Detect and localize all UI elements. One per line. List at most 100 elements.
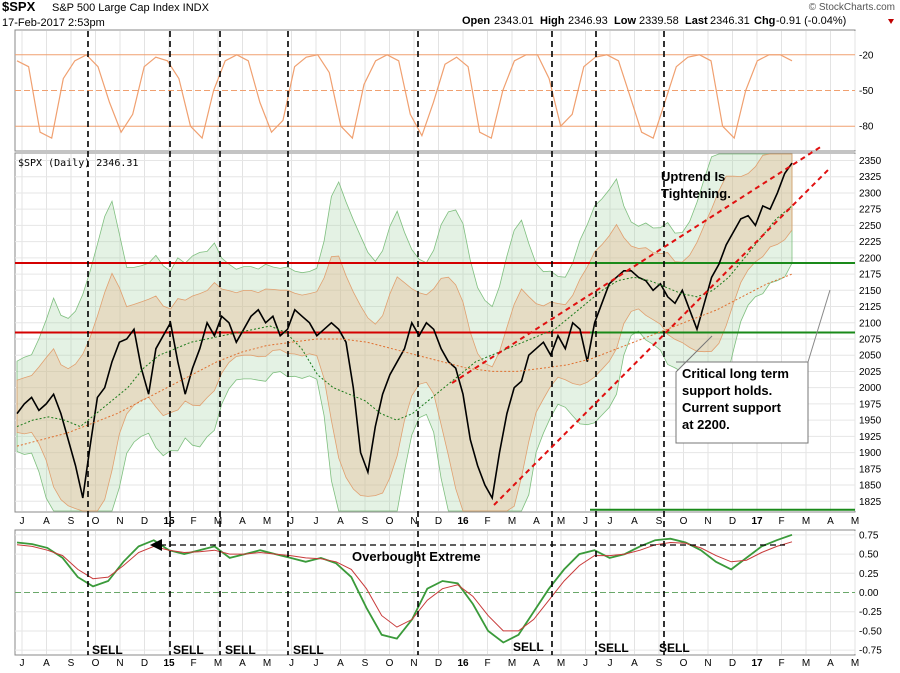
high-label: High	[540, 15, 565, 27]
callout-pointer	[807, 289, 831, 363]
bottom-y-tick-label: -0.50	[859, 626, 882, 637]
callout-box	[675, 335, 809, 444]
x-tick-label: F	[190, 658, 196, 669]
x-tick-label: J	[314, 658, 319, 669]
moving-average-long	[16, 273, 793, 447]
oscillator-line	[16, 54, 793, 140]
chart-header: $SPX S&P 500 Large Cap Index INDX 17-Feb…	[2, 0, 895, 29]
chg-label: Chg	[754, 15, 775, 27]
price-y-tick-label: 2150	[859, 286, 882, 297]
sell-signal-lines	[87, 31, 665, 655]
axis-labels: 1825 1850 1875 1900 1925 1950 1975 2000 2025 2050…	[20, 50, 883, 669]
price-y-tick-label: 2075	[859, 334, 882, 345]
price-line	[16, 162, 793, 501]
x-tick-label: A	[631, 658, 638, 669]
last-label: Last	[685, 15, 708, 27]
x-tick-label: S	[362, 658, 369, 669]
trendlines	[451, 145, 829, 506]
price-y-tick-label: 1900	[859, 448, 882, 459]
overbought-arrow	[150, 539, 785, 551]
x-tick-label: D	[435, 658, 442, 669]
x-tick-label: M	[851, 516, 859, 527]
price-y-tick-label: 1950	[859, 416, 882, 427]
horizontal-lines	[15, 262, 855, 511]
x-tick-label: N	[410, 516, 417, 527]
price-y-tick-label: 2125	[859, 302, 882, 313]
price-y-tick-label: 2175	[859, 270, 882, 281]
price-y-tick-label: 2250	[859, 221, 882, 232]
x-tick-label: 16	[457, 658, 469, 669]
x-tick-label: M	[263, 516, 271, 527]
x-tick-label: J	[289, 516, 294, 527]
oscillator-y-tick-label: -80	[859, 122, 874, 133]
x-tick-label: M	[214, 658, 222, 669]
high-value: 2346.93	[568, 15, 608, 27]
x-tick-label: S	[68, 658, 75, 669]
x-tick-label: S	[362, 516, 369, 527]
x-tick-label: O	[92, 658, 100, 669]
x-tick-label: N	[704, 516, 711, 527]
x-tick-label: J	[583, 516, 588, 527]
sell-label: SELL	[293, 643, 324, 657]
oscillator-slow-line	[16, 541, 793, 632]
x-tick-label: O	[386, 658, 394, 669]
x-tick-label: N	[116, 658, 123, 669]
x-tick-label: M	[508, 658, 516, 669]
x-tick-label: A	[533, 658, 540, 669]
chart-date: 17-Feb-2017 2:53pm	[2, 17, 105, 29]
annotation-support-3: Current support	[682, 400, 782, 415]
x-tick-label: O	[386, 516, 394, 527]
chg-value: -0.91 (-0.04%)	[776, 15, 846, 27]
bottom-y-tick-label: 0.00	[859, 588, 879, 599]
annotation-overbought: Overbought Extreme	[352, 549, 481, 564]
lower-trendline	[493, 169, 829, 506]
x-tick-label: A	[827, 516, 834, 527]
x-tick-label: M	[557, 658, 565, 669]
x-tick-label: D	[435, 516, 442, 527]
x-tick-label: A	[337, 516, 344, 527]
price-y-tick-label: 2300	[859, 188, 882, 199]
x-tick-label: D	[729, 658, 736, 669]
annotation-support-4: at 2200.	[682, 417, 730, 432]
x-tick-label: J	[314, 516, 319, 527]
x-tick-label: J	[20, 516, 25, 527]
x-tick-label: A	[631, 516, 638, 527]
annotation-support-1: Critical long term	[682, 366, 789, 381]
series-layer	[16, 54, 793, 644]
x-tick-label: O	[680, 516, 688, 527]
oscillator-y-tick-label: -20	[859, 50, 874, 61]
price-y-tick-label: 2200	[859, 253, 882, 264]
price-y-tick-label: 2275	[859, 205, 882, 216]
sell-label: SELL	[513, 640, 544, 654]
x-tick-label: N	[704, 658, 711, 669]
x-tick-label: F	[778, 658, 784, 669]
x-tick-label: S	[68, 516, 75, 527]
bottom-y-tick-label: -0.75	[859, 646, 882, 657]
x-tick-label: A	[43, 658, 50, 669]
x-tick-label: M	[263, 658, 271, 669]
sell-label: SELL	[225, 643, 256, 657]
x-tick-label: A	[43, 516, 50, 527]
x-tick-label: N	[116, 516, 123, 527]
price-y-tick-label: 2350	[859, 156, 882, 167]
x-tick-label: M	[557, 516, 565, 527]
x-tick-label: A	[239, 516, 246, 527]
down-arrow-icon	[888, 19, 894, 24]
sell-label: SELL	[659, 641, 690, 655]
bottom-y-tick-label: 0.75	[859, 530, 879, 541]
x-tick-label: M	[802, 658, 810, 669]
x-tick-label: J	[608, 516, 613, 527]
last-value: 2346.31	[710, 15, 750, 27]
price-y-tick-label: 2050	[859, 351, 882, 362]
x-tick-label: O	[92, 516, 100, 527]
bottom-y-tick-label: -0.25	[859, 607, 882, 618]
support-callout: Critical long term support holds. Curren…	[675, 289, 831, 444]
sell-label: SELL	[598, 641, 629, 655]
x-tick-label: J	[289, 658, 294, 669]
x-tick-label: D	[141, 658, 148, 669]
x-tick-label: 15	[163, 516, 175, 527]
open-value: 2343.01	[494, 15, 534, 27]
x-tick-label: 15	[163, 658, 175, 669]
symbol-label: $SPX	[2, 0, 36, 14]
